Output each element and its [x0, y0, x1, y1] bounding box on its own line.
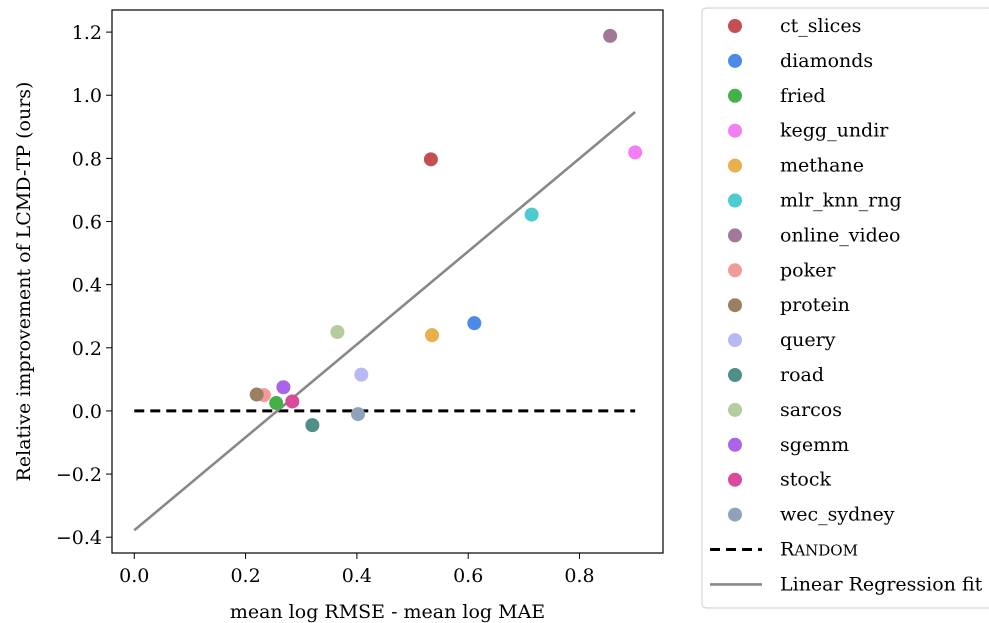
legend-marker: [728, 158, 742, 173]
point-query: [354, 367, 369, 382]
legend-label-wec-sydney: wec_sydney: [780, 504, 895, 526]
legend-marker: [728, 437, 742, 452]
x-tick-label: 0.6: [453, 565, 483, 587]
legend-marker: [728, 228, 742, 243]
point-fried: [269, 396, 284, 411]
x-tick-label: 0.4: [342, 565, 372, 587]
y-tick-label: −0.2: [56, 464, 102, 486]
legend-marker: [728, 472, 742, 487]
axis-ticks: 0.0 0.2 0.4 0.6 0.8 −0.4 −0.2 0.0 0.2 0.4 0.6 0.8 1.…: [56, 22, 595, 587]
point-protein: [249, 387, 264, 402]
legend-label-ct-slices: ct_slices: [780, 15, 861, 37]
legend-marker: [728, 193, 742, 208]
point-sgemm: [276, 380, 291, 395]
point-wec-sydney: [351, 407, 366, 422]
y-tick-label: 1.2: [72, 22, 102, 44]
regression-fit-line: [133, 110, 637, 532]
legend-marker: [728, 53, 742, 68]
point-ct-slices: [423, 152, 438, 167]
y-tick-label: 0.4: [72, 275, 102, 297]
legend-marker: [728, 263, 742, 278]
point-online-video: [603, 28, 618, 43]
legend-marker: [728, 19, 742, 33]
plot-area: [133, 28, 643, 532]
legend-label-methane: methane: [780, 155, 864, 177]
y-tick-label: 0.8: [72, 148, 102, 170]
x-axis-label: mean log RMSE - mean log MAE: [230, 601, 545, 623]
x-tick-label: 0.0: [119, 565, 149, 587]
y-tick-label: 0.2: [72, 338, 102, 360]
point-mlr-knn-rng: [524, 207, 539, 222]
legend-label-query: query: [780, 329, 836, 351]
legend-marker: [728, 88, 742, 103]
legend-marker: [728, 368, 742, 382]
legend-label-mlr-knn-rng: mlr_knn_rng: [780, 190, 902, 212]
y-axis-label: Relative improvement of LCMD-TP (ours): [13, 82, 35, 482]
legend-label-sgemm: sgemm: [780, 434, 849, 456]
point-sarcos: [330, 325, 345, 340]
y-tick-label: −0.4: [56, 527, 102, 549]
legend-label-protein: protein: [780, 294, 850, 316]
legend-frame: [701, 7, 989, 609]
legend-label-road: road: [780, 364, 824, 386]
legend-label-line: Linear Regression fit: [780, 573, 983, 595]
legend-label-online-video: online_video: [780, 224, 900, 246]
y-tick-label: 0.0: [72, 401, 102, 423]
legend-marker: [728, 507, 742, 522]
legend-label-poker: poker: [780, 259, 836, 281]
point-kegg-undir: [628, 145, 643, 160]
y-tick-label: 0.6: [72, 212, 102, 234]
legend-marker: [728, 123, 742, 138]
legend-marker: [728, 333, 742, 348]
legend-label-line: RANDOM: [780, 539, 858, 561]
legend-label-kegg-undir: kegg_undir: [780, 120, 889, 142]
x-tick-label: 0.8: [564, 565, 594, 587]
legend-marker: [728, 298, 742, 313]
legend-label-stock: stock: [780, 469, 831, 491]
x-tick-label: 0.2: [230, 565, 260, 587]
legend-label-sarcos: sarcos: [780, 399, 842, 421]
point-methane: [425, 328, 440, 343]
y-tick-label: 1.0: [72, 85, 102, 107]
point-road: [305, 418, 320, 433]
legend-label-diamonds: diamonds: [780, 50, 873, 72]
legend-label-fried: fried: [780, 85, 826, 107]
legend-marker: [728, 402, 742, 417]
point-stock: [285, 394, 300, 409]
point-diamonds: [467, 316, 482, 331]
plot-frame: [111, 9, 664, 554]
